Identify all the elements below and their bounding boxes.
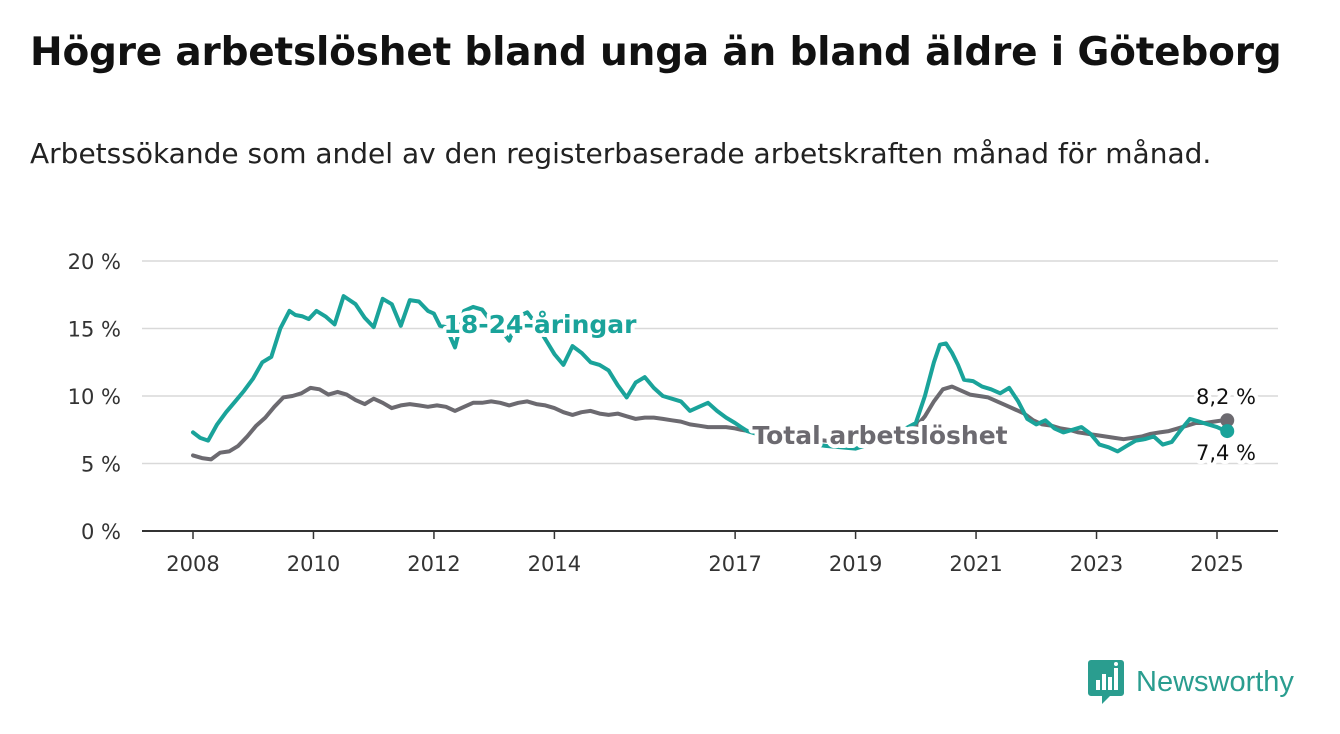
end-label-youth-group: 7,4 %7,4 % xyxy=(1192,437,1260,469)
x-axis: 2008 2010 2012 2014 2017 2019 2021 2023 2025 xyxy=(142,530,1278,576)
end-label-total: 8,2 % xyxy=(1196,385,1256,409)
x-tick-label: 2012 xyxy=(407,552,460,576)
x-tick-label: 2010 xyxy=(287,552,340,576)
end-label-youth-halo: 7,4 % xyxy=(1196,441,1256,465)
brand-logo[interactable]: Newsworthy xyxy=(1088,660,1294,704)
x-tick-label: 2008 xyxy=(166,552,219,576)
y-tick-label: 20 % xyxy=(68,250,121,274)
y-tick-label: 15 % xyxy=(68,318,121,342)
y-tick-label: 10 % xyxy=(68,385,121,409)
series-lines xyxy=(191,294,1235,462)
x-tick-label: 2014 xyxy=(528,552,581,576)
gridlines xyxy=(142,260,1278,465)
x-tick-label: 2025 xyxy=(1190,552,1243,576)
label-youth: 18-24-åringar xyxy=(444,310,638,339)
x-tick-label: 2021 xyxy=(949,552,1002,576)
y-tick-label: 0 % xyxy=(81,520,121,544)
data-point xyxy=(1220,424,1235,439)
page-subtitle: Arbetssökande som andel av den registerb… xyxy=(30,137,1212,170)
x-tick-label: 2019 xyxy=(829,552,882,576)
series-line xyxy=(191,384,1230,462)
end-label-total-group: 8,2 %8,2 % xyxy=(1192,381,1260,413)
x-tick-label: 2023 xyxy=(1070,552,1123,576)
x-tick-label: 2017 xyxy=(708,552,761,576)
y-axis-ticks: 0 % 5 % 10 % 15 % 20 % xyxy=(68,250,121,544)
label-total-halo: Total arbetslöshet xyxy=(752,421,1007,450)
end-label-total-halo: 8,2 % xyxy=(1196,385,1256,409)
data-point xyxy=(1220,413,1235,428)
series-line xyxy=(191,294,1230,454)
label-youth-halo: 18-24-åringar xyxy=(444,310,638,339)
label-total: Total arbetslöshet xyxy=(752,421,1007,450)
newsworthy-logo-icon xyxy=(1088,660,1124,704)
brand-name: Newsworthy xyxy=(1136,665,1294,698)
y-tick-label: 5 % xyxy=(81,453,121,477)
page-title: Högre arbetslöshet bland unga än bland ä… xyxy=(30,30,1282,75)
end-label-youth: 7,4 % xyxy=(1196,441,1256,465)
